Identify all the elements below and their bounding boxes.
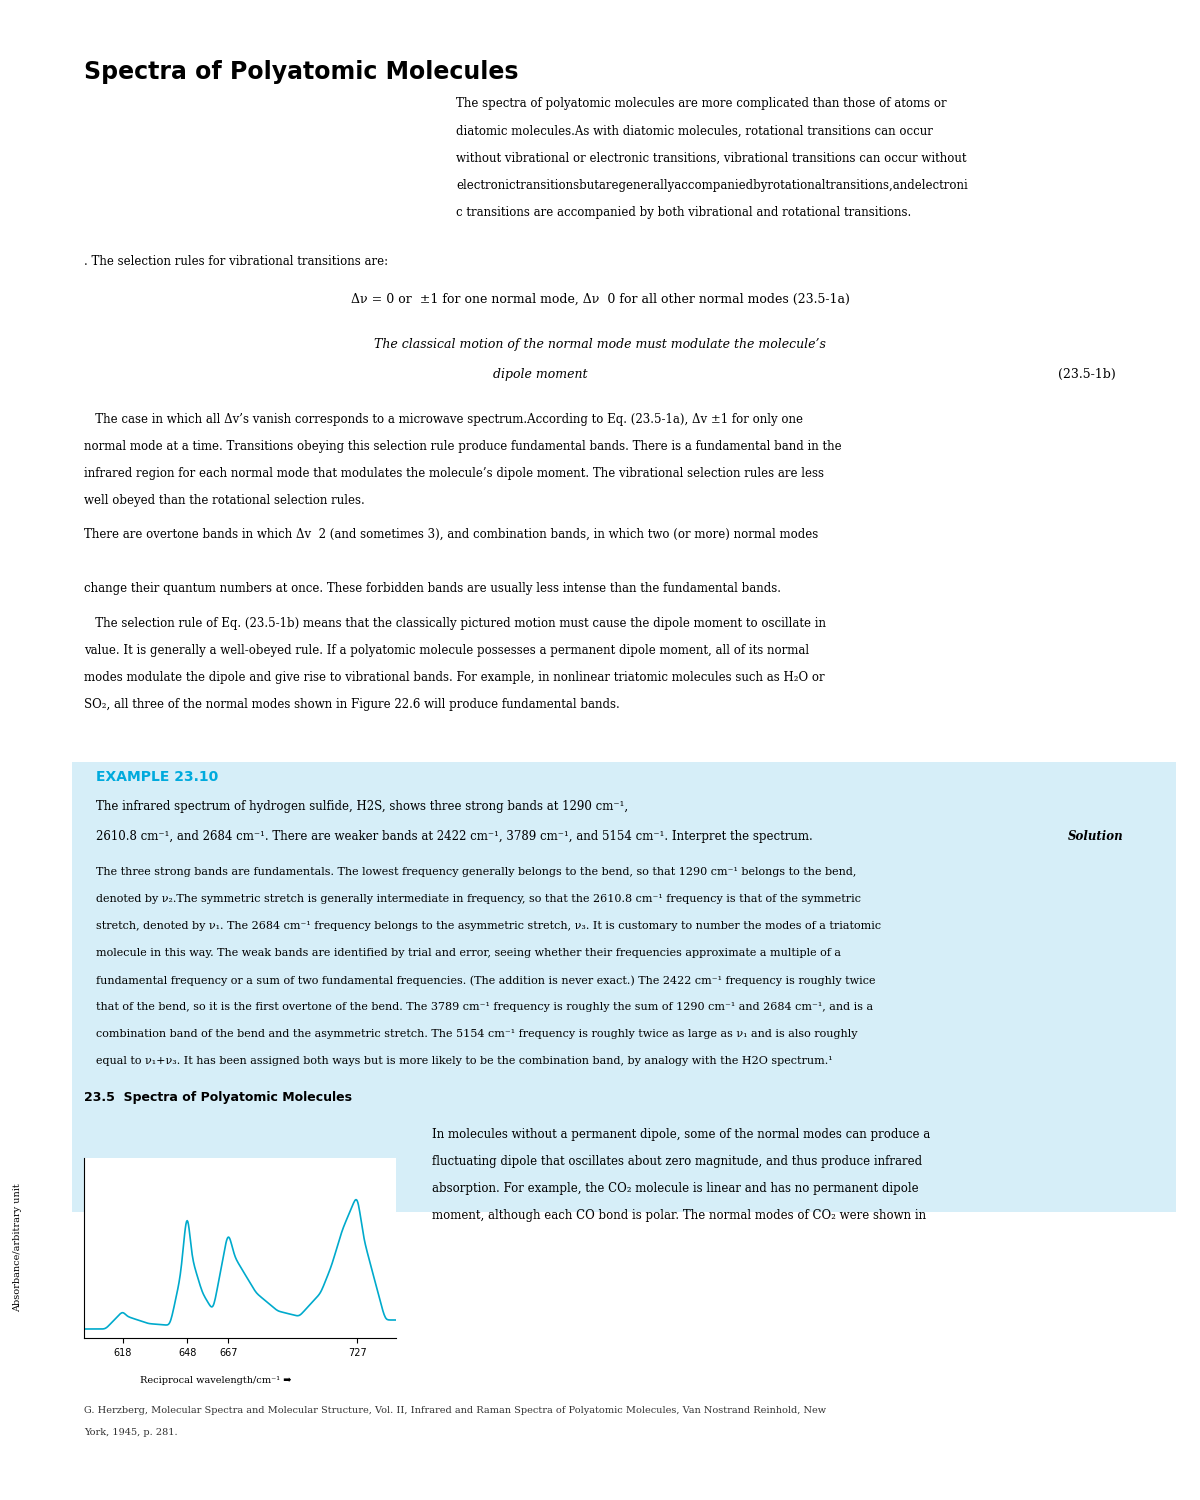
Text: dipole moment: dipole moment	[493, 368, 587, 381]
Text: Absorbance/arbitrary unit: Absorbance/arbitrary unit	[13, 1184, 23, 1312]
FancyBboxPatch shape	[72, 762, 1176, 1212]
Text: The spectra of polyatomic molecules are more complicated than those of atoms or: The spectra of polyatomic molecules are …	[456, 98, 947, 111]
Text: R branch: R branch	[258, 1230, 304, 1239]
Text: fluctuating dipole that oscillates about zero magnitude, and thus produce infrar: fluctuating dipole that oscillates about…	[432, 1155, 922, 1168]
Text: EXAMPLE 23.10: EXAMPLE 23.10	[96, 770, 218, 783]
Text: combination band of the bend and the asymmetric stretch. The 5154 cm⁻¹ frequency: combination band of the bend and the asy…	[96, 1029, 858, 1039]
Text: moment, although each CO bond is polar. The normal modes of CO₂ were shown in: moment, although each CO bond is polar. …	[432, 1209, 926, 1222]
Text: The case in which all Δv’s vanish corresponds to a microwave spectrum.According : The case in which all Δv’s vanish corres…	[84, 413, 803, 426]
Text: Δν = 0 or  ±1 for one normal mode, Δν  0 for all other normal modes (23.5-1a): Δν = 0 or ±1 for one normal mode, Δν 0 f…	[350, 292, 850, 306]
Text: absorption. For example, the CO₂ molecule is linear and has no permanent dipole: absorption. For example, the CO₂ molecul…	[432, 1182, 919, 1196]
Text: The classical motion of the normal mode must modulate the molecule’s: The classical motion of the normal mode …	[374, 338, 826, 351]
Text: molecule in this way. The weak bands are identified by trial and error, seeing w: molecule in this way. The weak bands are…	[96, 948, 841, 958]
Text: stretch, denoted by ν₁. The 2684 cm⁻¹ frequency belongs to the asymmetric stretc: stretch, denoted by ν₁. The 2684 cm⁻¹ fr…	[96, 921, 881, 932]
Text: normal mode at a time. Transitions obeying this selection rule produce fundament: normal mode at a time. Transitions obeyi…	[84, 440, 841, 453]
Text: 23.5  Spectra of Polyatomic Molecules: 23.5 Spectra of Polyatomic Molecules	[84, 1090, 352, 1104]
Text: that of the bend, so it is the first overtone of the bend. The 3789 cm⁻¹ frequen: that of the bend, so it is the first ove…	[96, 1002, 874, 1013]
Text: electronictransitionsbutaregenerallyaccompaniedbyrotationaltransitions,andelectr: electronictransitionsbutaregenerallyacco…	[456, 178, 967, 192]
Text: There are overtone bands in which Δv  2 (and sometimes 3), and combination bands: There are overtone bands in which Δv 2 (…	[84, 528, 818, 542]
Text: c transitions are accompanied by both vibrational and rotational transitions.: c transitions are accompanied by both vi…	[456, 206, 911, 219]
Text: SO₂, all three of the normal modes shown in Figure 22.6 will produce fundamental: SO₂, all three of the normal modes shown…	[84, 698, 619, 711]
Text: P branch: P branch	[120, 1221, 164, 1230]
Text: without vibrational or electronic transitions, vibrational transitions can occur: without vibrational or electronic transi…	[456, 152, 966, 165]
Text: (23.5-1b): (23.5-1b)	[1058, 368, 1116, 381]
Text: . The selection rules for vibrational transitions are:: . The selection rules for vibrational tr…	[84, 255, 388, 268]
Text: Solution: Solution	[1068, 830, 1123, 843]
Text: The selection rule of Eq. (23.5-1b) means that the classically pictured motion m: The selection rule of Eq. (23.5-1b) mean…	[84, 616, 826, 630]
Text: York, 1945, p. 281.: York, 1945, p. 281.	[84, 1428, 178, 1437]
Text: well obeyed than the rotational selection rules.: well obeyed than the rotational selectio…	[84, 494, 365, 507]
Text: G. Herzberg, Molecular Spectra and Molecular Structure, Vol. II, Infrared and Ra: G. Herzberg, Molecular Spectra and Molec…	[84, 1406, 826, 1414]
Text: infrared region for each normal mode that modulates the molecule’s dipole moment: infrared region for each normal mode tha…	[84, 466, 824, 480]
Text: value. It is generally a well-obeyed rule. If a polyatomic molecule possesses a : value. It is generally a well-obeyed rul…	[84, 644, 809, 657]
Text: Reciprocal wavelength/cm⁻¹ ➡: Reciprocal wavelength/cm⁻¹ ➡	[140, 1376, 292, 1384]
Text: change their quantum numbers at once. These forbidden bands are usually less int: change their quantum numbers at once. Th…	[84, 582, 781, 596]
Text: Spectra of Polyatomic Molecules: Spectra of Polyatomic Molecules	[84, 60, 518, 84]
Text: In molecules without a permanent dipole, some of the normal modes can produce a: In molecules without a permanent dipole,…	[432, 1128, 930, 1142]
Text: denoted by ν₂.The symmetric stretch is generally intermediate in frequency, so t: denoted by ν₂.The symmetric stretch is g…	[96, 894, 862, 904]
Text: The three strong bands are fundamentals. The lowest frequency generally belongs : The three strong bands are fundamentals.…	[96, 867, 857, 877]
Text: 2610.8 cm⁻¹, and 2684 cm⁻¹. There are weaker bands at 2422 cm⁻¹, 3789 cm⁻¹, and : 2610.8 cm⁻¹, and 2684 cm⁻¹. There are we…	[96, 830, 816, 843]
Text: diatomic molecules.As with diatomic molecules, rotational transitions can occur: diatomic molecules.As with diatomic mole…	[456, 124, 932, 138]
Text: fundamental frequency or a sum of two fundamental frequencies. (The addition is : fundamental frequency or a sum of two fu…	[96, 975, 876, 986]
Text: equal to ν₁+ν₃. It has been assigned both ways but is more likely to be the comb: equal to ν₁+ν₃. It has been assigned bot…	[96, 1056, 833, 1066]
Text: modes modulate the dipole and give rise to vibrational bands. For example, in no: modes modulate the dipole and give rise …	[84, 670, 824, 684]
Text: The infrared spectrum of hydrogen sulfide, H2S, shows three strong bands at 1290: The infrared spectrum of hydrogen sulfid…	[96, 800, 628, 813]
Text: Q branch: Q branch	[194, 1158, 240, 1167]
